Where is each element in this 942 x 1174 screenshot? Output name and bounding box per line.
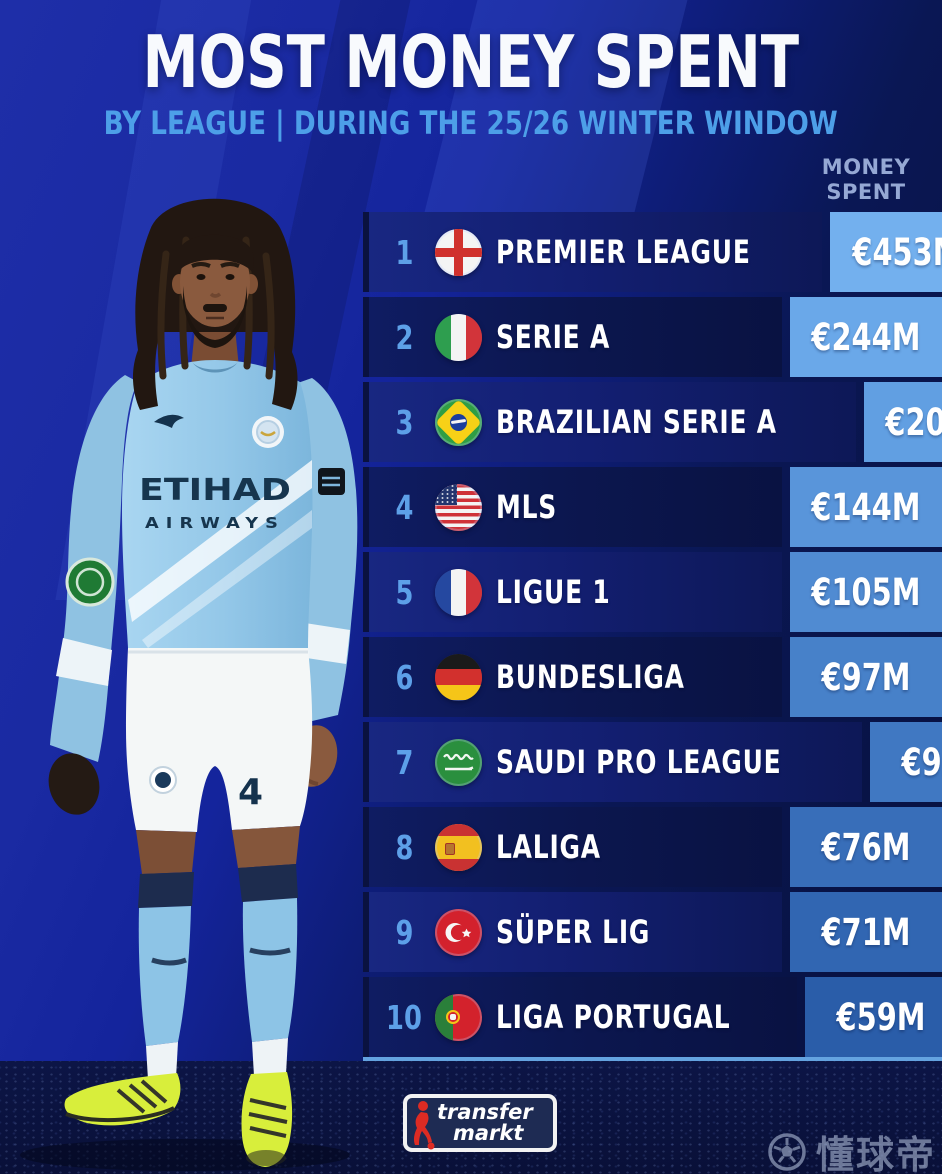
ranking-table: 1 PREMIER LEAGUE €453M 2 SERIE A €244M — [363, 212, 942, 1062]
league-name: LIGUE 1 — [496, 573, 611, 611]
rank-number: 3 — [395, 402, 413, 442]
watermark: 懂球帝 — [767, 1124, 936, 1174]
france-flag-icon — [435, 568, 482, 616]
table-row: 5 LIGUE 1 €105M — [363, 552, 942, 632]
table-row: 1 PREMIER LEAGUE €453M — [363, 212, 942, 292]
league-cell: 9 SÜPER LIG — [363, 892, 782, 972]
rank-number: 7 — [395, 742, 413, 782]
table-row: 9 SÜPER LIG €71M — [363, 892, 942, 972]
table-row: 4 MLS €144M — [363, 467, 942, 547]
page-title: MOST MONEY SPENT — [142, 20, 800, 104]
saudi-arabia-flag-icon — [435, 738, 482, 786]
table-row: 7 SAUDI PRO LEAGUE €93M — [363, 722, 942, 802]
transfermarkt-logo: transfer markt — [403, 1094, 557, 1152]
england-flag-icon — [435, 228, 482, 276]
usa-flag-icon — [435, 483, 482, 531]
watermark-text: 懂球帝 — [815, 1133, 936, 1174]
league-cell: 8 LALIGA — [363, 807, 782, 887]
league-name: LIGA PORTUGAL — [496, 998, 731, 1036]
svg-text:AIRWAYS: AIRWAYS — [145, 514, 285, 532]
turkey-flag-icon — [435, 908, 482, 956]
money-spent-value: €244M — [790, 297, 942, 377]
money-spent-value: €93M — [869, 722, 942, 802]
league-name: BUNDESLIGA — [496, 658, 685, 696]
league-cell: 1 PREMIER LEAGUE — [363, 212, 823, 292]
brazil-flag-icon — [435, 398, 482, 446]
column-header-money-spent: MONEY SPENT — [821, 155, 911, 204]
money-spent-value: €59M — [804, 977, 942, 1057]
league-cell: 10 LIGA PORTUGAL — [363, 977, 797, 1057]
money-spent-value: €144M — [790, 467, 942, 547]
league-name: MLS — [496, 488, 558, 526]
league-cell: 7 SAUDI PRO LEAGUE — [363, 722, 862, 802]
league-name: PREMIER LEAGUE — [496, 233, 751, 271]
league-name: SÜPER LIG — [496, 913, 651, 951]
spain-flag-icon — [435, 823, 482, 871]
svg-text:4: 4 — [238, 772, 263, 813]
money-spent-value: €105M — [790, 552, 942, 632]
money-spent-value: €97M — [790, 637, 942, 717]
table-row: 3 BRAZILIAN SERIE A €202M — [363, 382, 942, 462]
league-cell: 6 BUNDESLIGA — [363, 637, 782, 717]
rank-number: 10 — [386, 997, 422, 1037]
portugal-flag-icon — [435, 993, 482, 1041]
league-cell: 4 MLS — [363, 467, 782, 547]
kicking-player-icon — [413, 1101, 435, 1150]
rank-number: 9 — [395, 912, 413, 952]
table-row: 8 LALIGA €76M — [363, 807, 942, 887]
logo-text-line2: markt — [453, 1121, 524, 1145]
rank-number: 8 — [395, 827, 413, 867]
germany-flag-icon — [435, 653, 482, 701]
rank-number: 5 — [395, 572, 413, 612]
page-subtitle: BY LEAGUE | DURING THE 25/26 WINTER WIND… — [103, 104, 839, 143]
table-row: 10 LIGA PORTUGAL €59M — [363, 977, 942, 1057]
logo-text-line1: transfer — [437, 1100, 533, 1125]
league-name: BRAZILIAN SERIE A — [496, 403, 777, 441]
table-row: 6 BUNDESLIGA €97M — [363, 637, 942, 717]
rank-number: 6 — [395, 657, 413, 697]
svg-text:ETIHAD: ETIHAD — [139, 473, 291, 508]
football-icon — [768, 1132, 806, 1171]
table-underline — [363, 1057, 942, 1061]
table-row: 2 SERIE A €244M — [363, 297, 942, 377]
rank-number: 1 — [395, 232, 413, 272]
league-name: SERIE A — [496, 318, 611, 356]
money-spent-value: €71M — [790, 892, 942, 972]
money-spent-value: €202M — [864, 382, 942, 462]
rank-number: 4 — [395, 487, 413, 527]
italy-flag-icon — [435, 313, 482, 361]
money-spent-value: €76M — [790, 807, 942, 887]
league-name: LALIGA — [496, 828, 601, 866]
league-name: SAUDI PRO LEAGUE — [496, 743, 782, 781]
league-cell: 3 BRAZILIAN SERIE A — [363, 382, 857, 462]
rank-number: 2 — [395, 317, 413, 357]
league-cell: 2 SERIE A — [363, 297, 782, 377]
player-photo: ETIHAD AIRWAYS 4 — [0, 170, 400, 1174]
money-spent-value: €453M — [830, 212, 942, 292]
league-cell: 5 LIGUE 1 — [363, 552, 782, 632]
